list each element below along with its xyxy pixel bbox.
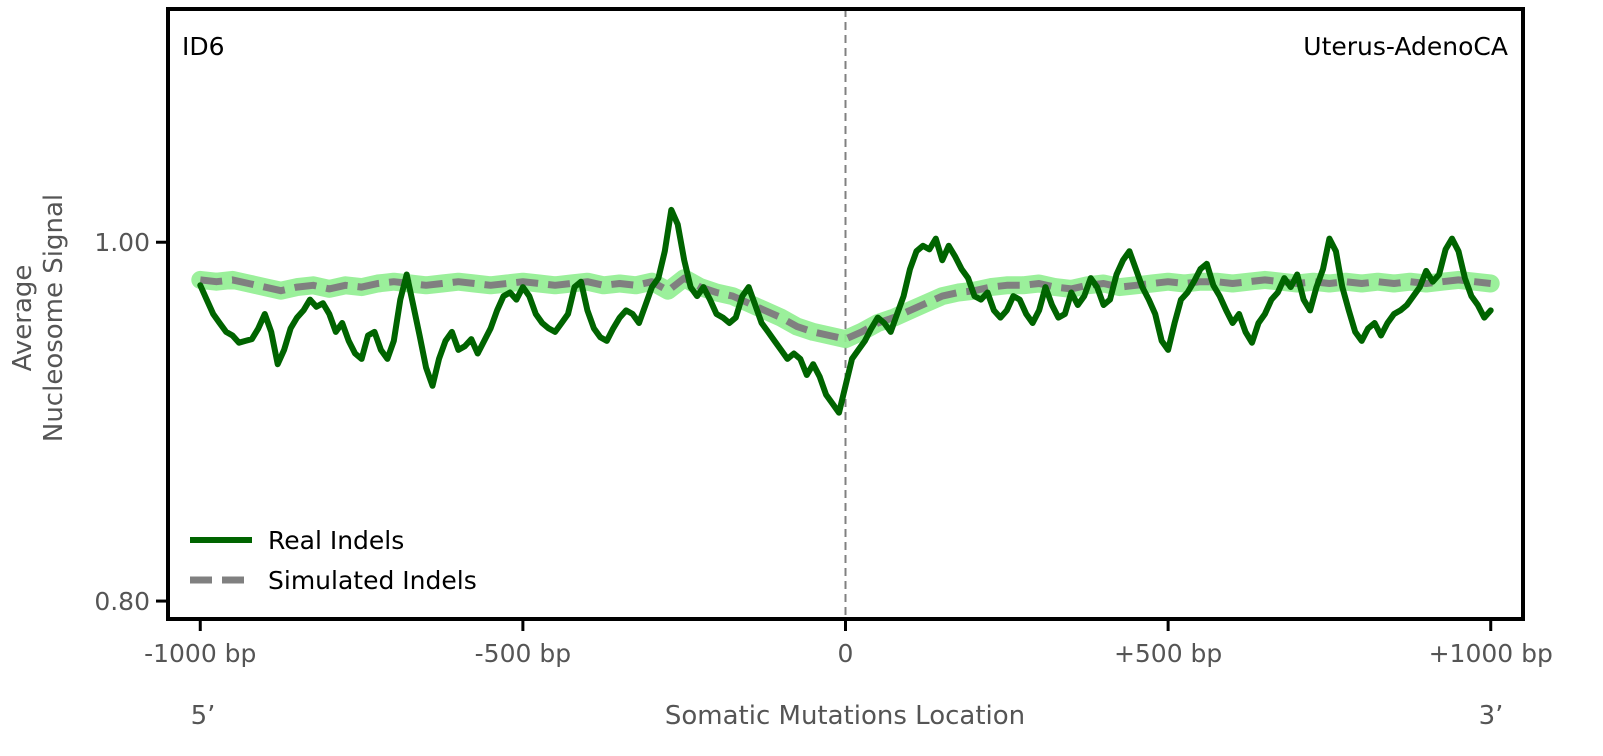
three-prime-label: 3’ xyxy=(1479,701,1504,731)
x-axis-ticks: -1000 bp -500 bp 0 +500 bp +1000 bp xyxy=(144,619,1553,668)
x-axis-title: Somatic Mutations Location xyxy=(665,701,1025,731)
cancer-type-label: Uterus-AdenoCA xyxy=(1303,32,1508,61)
y-axis-title-line2: Nucleosome Signal xyxy=(39,194,69,442)
x-tick-label: +1000 bp xyxy=(1429,639,1553,668)
legend-label-real-indels: Real Indels xyxy=(268,526,404,555)
x-tick-label: -500 bp xyxy=(475,639,571,668)
five-prime-label: 5’ xyxy=(191,701,216,731)
legend: Real Indels Simulated Indels xyxy=(190,526,477,595)
y-tick-label: 0.80 xyxy=(94,587,150,616)
plot-content xyxy=(191,9,1500,619)
signature-label: ID6 xyxy=(182,32,225,61)
y-axis-ticks: 0.80 1.00 xyxy=(94,228,168,616)
y-tick-label: 1.00 xyxy=(94,228,150,257)
simulated-indels-band xyxy=(191,269,1500,349)
legend-label-simulated-indels: Simulated Indels xyxy=(268,566,477,595)
y-axis-title-line1: Average xyxy=(8,265,38,372)
x-tick-label: -1000 bp xyxy=(144,639,256,668)
x-tick-label: 0 xyxy=(838,639,854,668)
real-indels-line xyxy=(197,206,1494,416)
x-tick-label: +500 bp xyxy=(1114,639,1222,668)
